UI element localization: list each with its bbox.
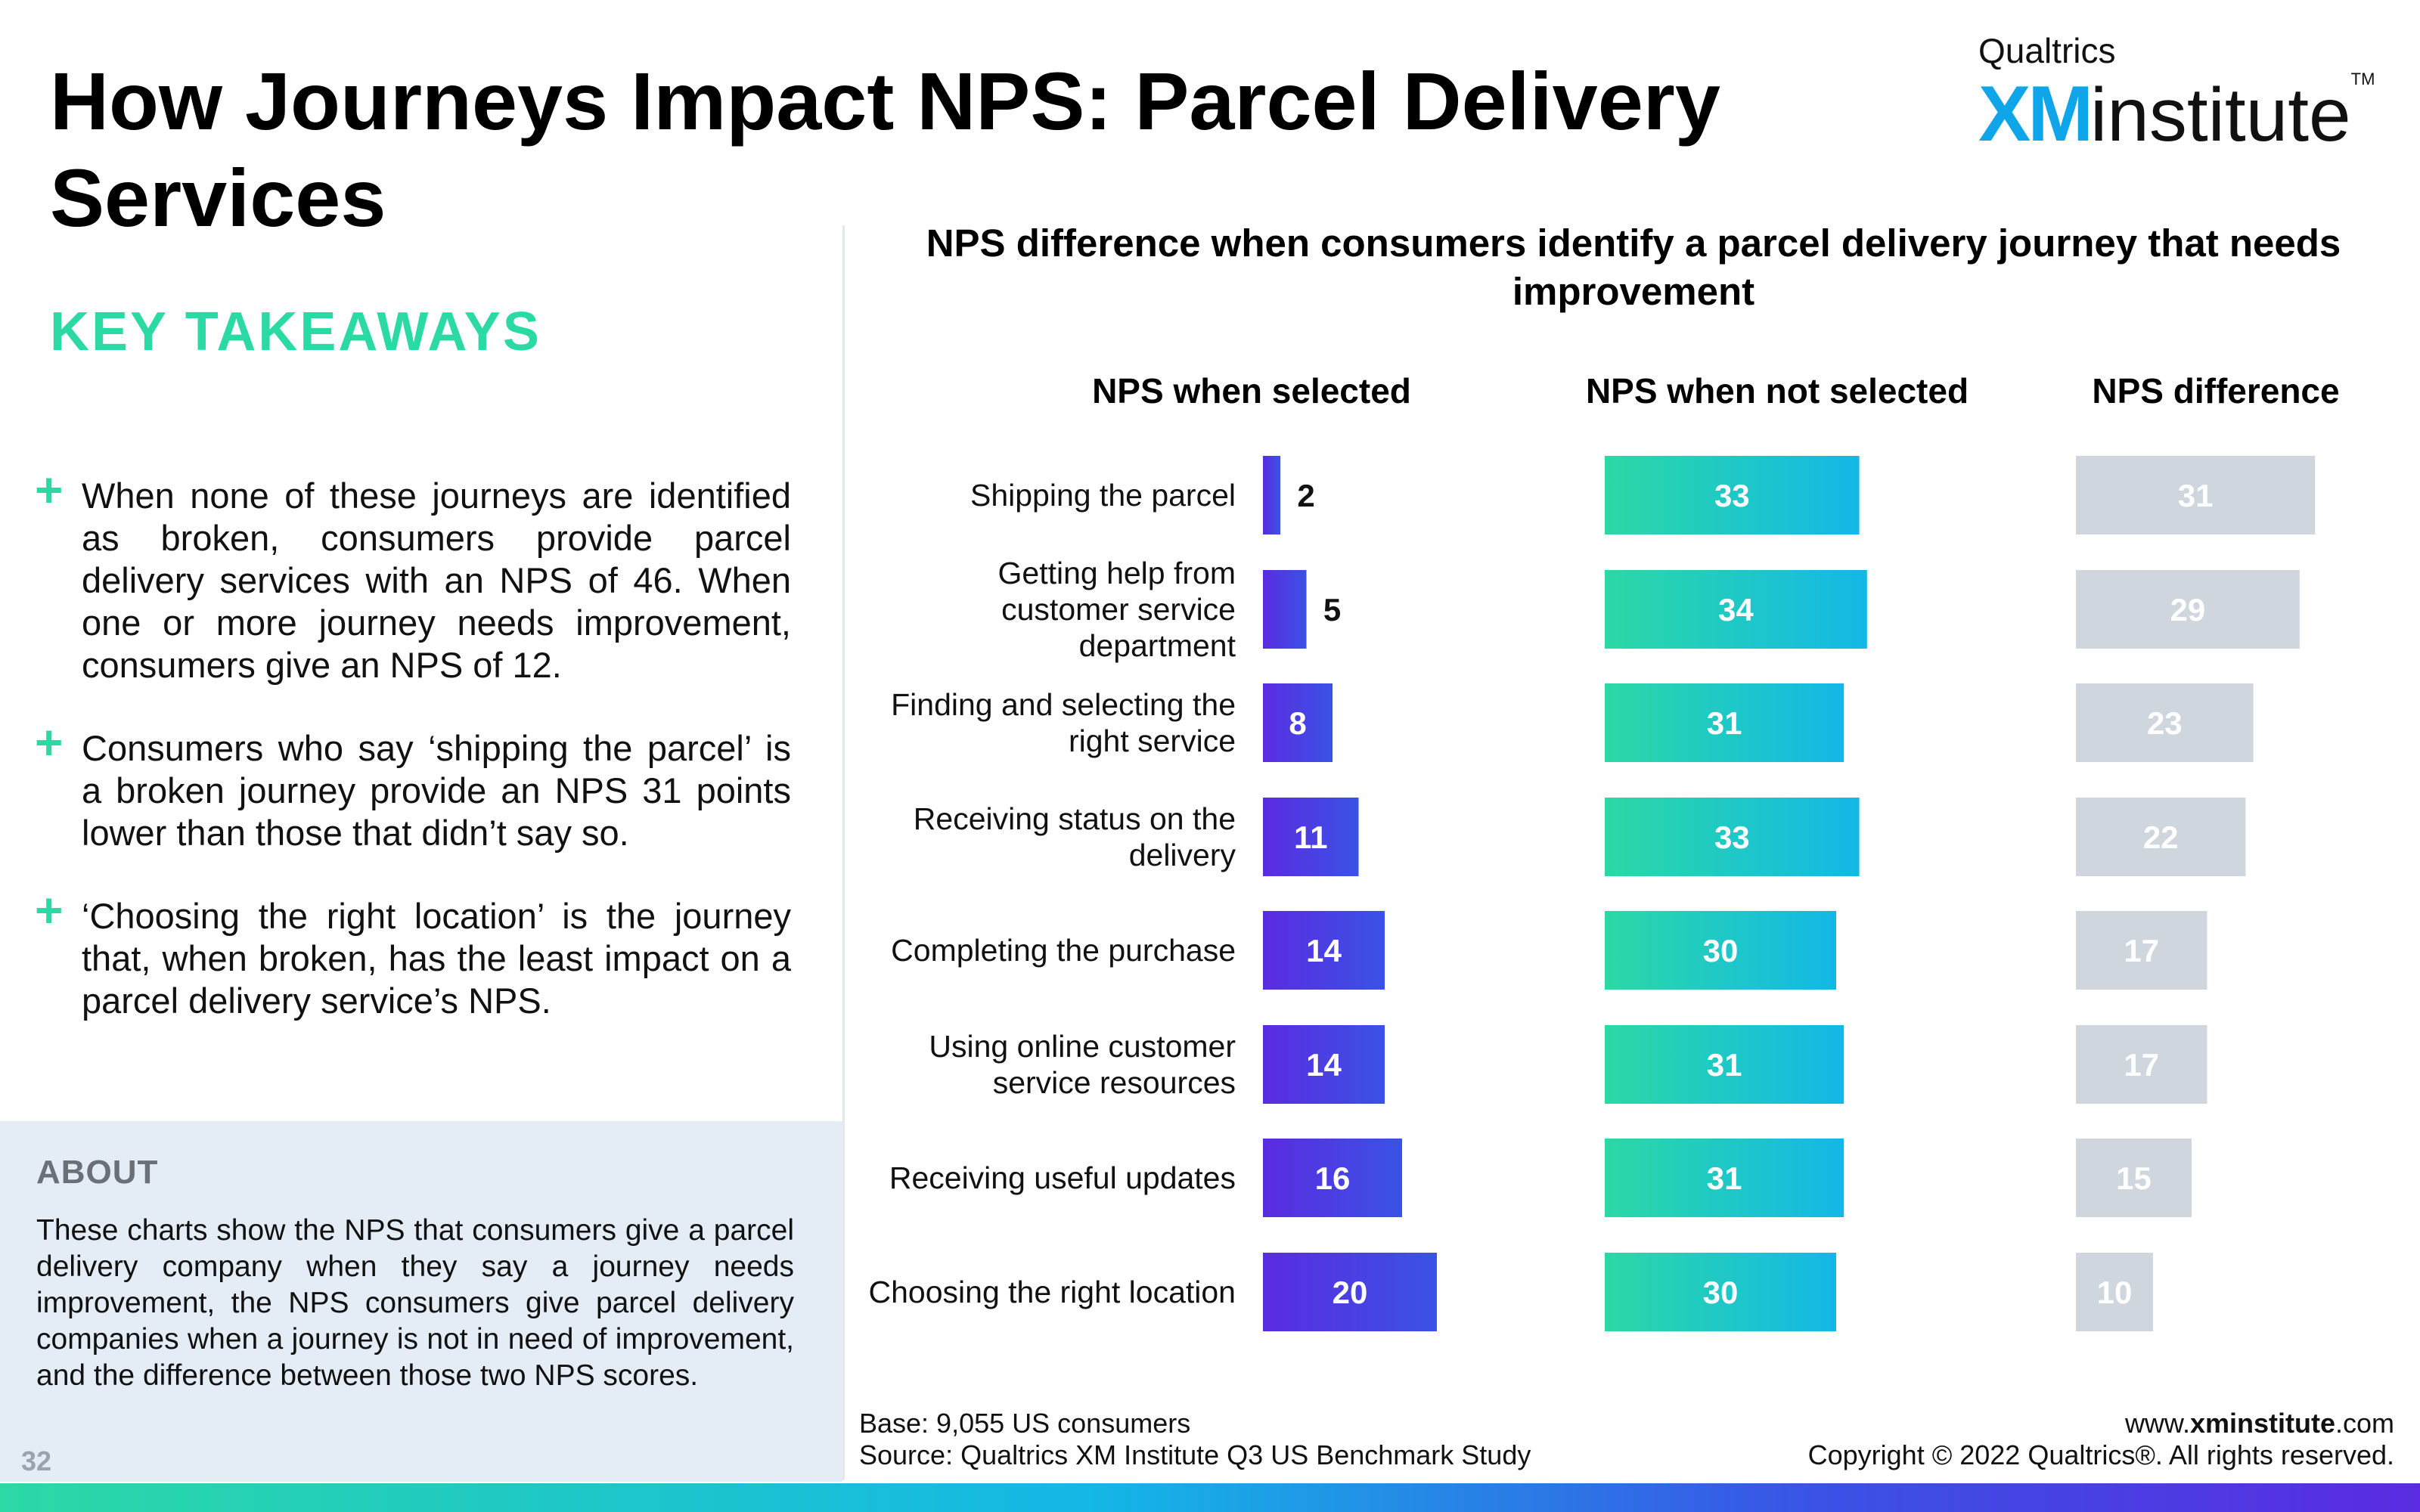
data-label: 30 — [1703, 1275, 1739, 1310]
footer-source: Source: Qualtrics XM Institute Q3 US Ben… — [859, 1439, 1531, 1470]
bottom-gradient-band — [0, 1483, 2420, 1512]
bar-difference — [2076, 570, 2300, 649]
column-header-selected: NPS when selected — [1092, 371, 1411, 411]
data-label: 15 — [2116, 1160, 2152, 1196]
page-number: 32 — [21, 1445, 52, 1476]
data-label: 31 — [1707, 705, 1742, 741]
data-label: 31 — [1707, 1160, 1742, 1196]
column-header-difference: NPS difference — [2092, 371, 2340, 411]
takeaway-text: ‘Choosing the right location’ is the jou… — [82, 896, 791, 1021]
data-label: 11 — [1294, 820, 1327, 855]
data-label: 20 — [1333, 1275, 1368, 1310]
key-takeaways-heading: KEY TAKEAWAYS — [50, 302, 541, 362]
data-label: 31 — [1707, 1047, 1742, 1083]
bar-difference — [2076, 1139, 2192, 1217]
bar-difference — [2076, 798, 2246, 876]
data-label: 34 — [1718, 592, 1754, 627]
bar-difference — [2076, 683, 2254, 762]
bar-selected — [1263, 798, 1359, 876]
bar-difference — [2076, 1025, 2207, 1104]
category-label: Choosing the right location — [869, 1275, 1236, 1309]
bar-selected — [1263, 911, 1385, 990]
data-label: 16 — [1315, 1160, 1351, 1196]
category-label: Getting help from customer service departm… — [998, 556, 1236, 663]
brand-xm: XM — [1978, 70, 2093, 158]
bar-selected — [1263, 570, 1307, 649]
data-label: 14 — [1306, 1047, 1342, 1083]
plus-icon: + — [35, 463, 64, 517]
footer-url[interactable]: www.xminstitute.com — [2124, 1408, 2394, 1439]
takeaway-item: + ‘Choosing the right location’ is the j… — [35, 886, 791, 1022]
data-label: 33 — [1714, 478, 1750, 513]
column-divider — [842, 225, 845, 1480]
page-title: How Journeys Impact NPS: Parcel Delivery… — [50, 55, 1720, 243]
bar-not-selected — [1605, 1025, 1844, 1104]
bar-difference — [2076, 456, 2316, 534]
footer-right: www.xminstitute.com Copyright © 2022 Qua… — [1808, 1408, 2394, 1471]
bar-selected — [1263, 1139, 1402, 1217]
about-panel — [0, 1121, 842, 1482]
data-label: 5 — [1323, 592, 1341, 627]
about-text: These charts show the NPS that consumers… — [36, 1214, 794, 1392]
plus-icon: + — [35, 883, 64, 937]
bar-difference — [2076, 1253, 2153, 1331]
data-label: 10 — [2097, 1275, 2133, 1310]
data-label: 8 — [1289, 705, 1306, 741]
takeaway-item: + Consumers who say ‘shipping the parcel… — [35, 718, 791, 854]
data-label: 29 — [2170, 592, 2206, 627]
data-label: 31 — [2178, 478, 2214, 513]
data-label: 22 — [2143, 820, 2179, 855]
bar-not-selected — [1605, 570, 1867, 649]
takeaway-text: When none of these journeys are identifi… — [82, 476, 791, 685]
category-label: Shipping the parcel — [970, 478, 1236, 513]
column-header-not-selected: NPS when not selected — [1585, 371, 1969, 411]
data-label: 33 — [1714, 820, 1750, 855]
data-label: 17 — [2124, 933, 2159, 968]
takeaway-text: Consumers who say ‘shipping the parcel’ … — [82, 728, 791, 853]
footer-base: Base: 9,055 US consumers — [859, 1408, 1191, 1439]
brand-company: Qualtrics — [1978, 31, 2116, 70]
bar-not-selected — [1605, 798, 1860, 876]
brand-trademark: TM — [2350, 70, 2375, 88]
bar-not-selected — [1605, 1253, 1836, 1331]
data-label: 14 — [1306, 933, 1342, 968]
plus-icon: + — [35, 715, 64, 770]
data-label: 23 — [2147, 705, 2183, 741]
bar-selected — [1263, 1025, 1385, 1104]
bar-selected — [1263, 1253, 1437, 1331]
footer-left: Base: 9,055 US consumers Source: Qualtri… — [859, 1408, 1531, 1471]
brand-logo: Qualtrics XMinstituteTM — [1978, 31, 2387, 158]
data-label: 30 — [1703, 933, 1739, 968]
data-label: 2 — [1297, 478, 1314, 513]
data-label: 17 — [2124, 1047, 2159, 1083]
brand-institute: institute — [2090, 73, 2351, 157]
category-label: Receiving useful updates — [889, 1160, 1236, 1195]
about-heading: ABOUT — [36, 1154, 159, 1191]
bar-difference — [2076, 911, 2207, 990]
bar-not-selected — [1605, 683, 1844, 762]
bar-not-selected — [1605, 456, 1860, 534]
footer-copyright: Copyright © 2022 Qualtrics®. All rights … — [1807, 1439, 2394, 1470]
brand-wordmark: XMinstituteTM — [1978, 70, 2387, 160]
bar-selected — [1263, 683, 1333, 762]
category-label: Receiving status on the delivery — [914, 801, 1236, 872]
chart-title: NPS difference when consumers identify a… — [926, 222, 2341, 313]
category-label: Using online customer service resources — [929, 1029, 1236, 1100]
bar-not-selected — [1605, 1139, 1844, 1217]
bar-selected — [1263, 456, 1280, 534]
category-label: Finding and selecting the right service — [891, 687, 1236, 758]
takeaway-item: + When none of these journeys are identi… — [35, 466, 791, 686]
bar-not-selected — [1605, 911, 1836, 990]
category-label: Completing the purchase — [891, 933, 1236, 968]
